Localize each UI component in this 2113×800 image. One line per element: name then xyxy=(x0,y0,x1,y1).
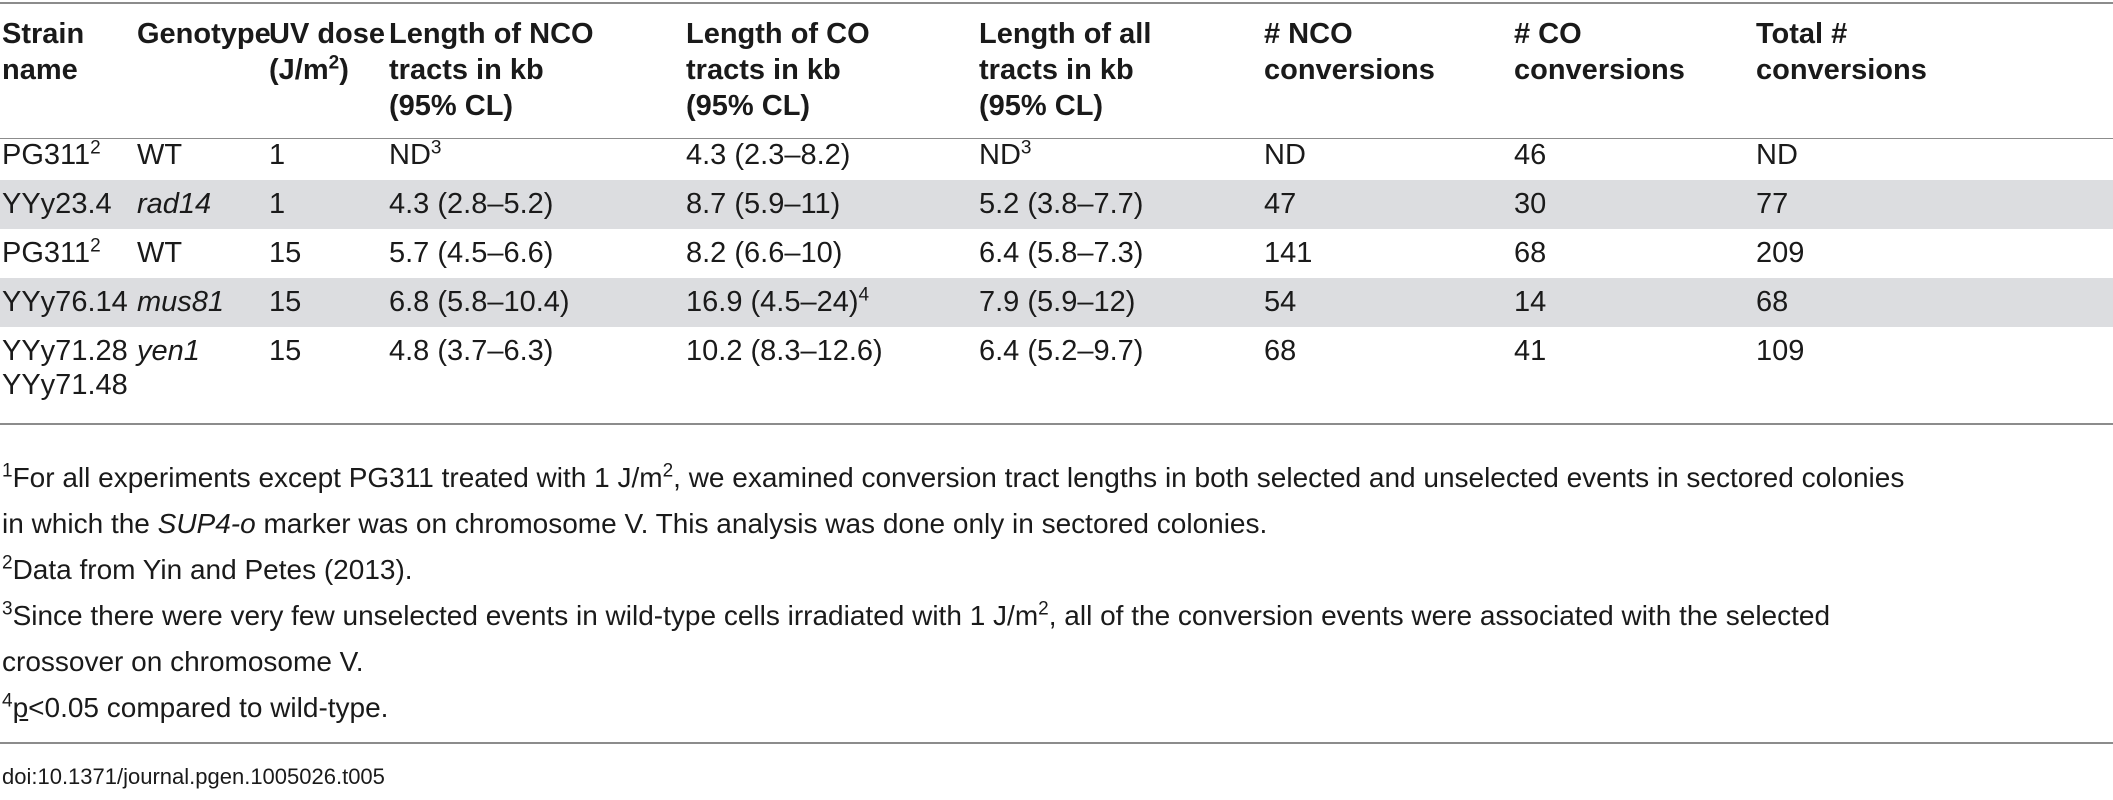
header-co-conversions: # CO conversions xyxy=(1514,18,1685,86)
cell-all-length: 6.4 (5.8–7.3) xyxy=(979,237,1144,269)
cell-strain: PG3112 xyxy=(2,137,101,171)
header-total-conversions: Total # conversions xyxy=(1756,18,1927,86)
cell-total: 68 xyxy=(1754,278,2113,327)
cell-genotype: WT xyxy=(137,237,183,269)
cell-co-length: 8.7 (5.9–11) xyxy=(684,180,977,229)
cell-strain: YYy71.28 YYy71.48 xyxy=(2,335,128,401)
cell-uv-dose: 1 xyxy=(269,139,286,171)
cell-total: 77 xyxy=(1754,180,2113,229)
cell-nco-count: ND xyxy=(1264,139,1306,171)
header-genotype: Genotype xyxy=(137,18,271,50)
header-co-length: Length of CO tracts in kb (95% CL) xyxy=(686,18,870,122)
cell-total: 109 xyxy=(1756,335,1805,367)
footer-rule xyxy=(0,742,2113,744)
data-table: Strain name Genotype UV dose (J/m2) Length… xyxy=(0,4,2113,421)
cell-nco-count: 54 xyxy=(1262,278,1512,327)
cell-nco-length: 4.8 (3.7–6.3) xyxy=(389,335,554,367)
table-row: YYy76.14 mus81 15 6.8 (5.8–10.4) 16.9 (4… xyxy=(0,278,2113,327)
cell-nco-length: 5.7 (4.5–6.6) xyxy=(389,237,554,269)
cell-nco-count: 68 xyxy=(1264,335,1297,367)
footnote-1: 1For all experiments except PG311 treate… xyxy=(2,460,1905,493)
table-row: PG3112 WT 15 5.7 (4.5–6.6) 8.2 (6.6–10) … xyxy=(0,229,2113,278)
footnotes: 1For all experiments except PG311 treate… xyxy=(2,455,2112,731)
cell-genotype: WT xyxy=(137,139,183,171)
table-row: YYy23.4 rad14 1 4.3 (2.8–5.2) 8.7 (5.9–1… xyxy=(0,180,2113,229)
footnote-1-continued: in which the SUP4-o marker was on chromo… xyxy=(2,508,1268,539)
cell-all-length: ND3 xyxy=(979,137,1032,171)
cell-all-length: 5.2 (3.8–7.7) xyxy=(977,180,1262,229)
cell-uv-dose: 1 xyxy=(267,180,387,229)
header-row: Strain name Genotype UV dose (J/m2) Length… xyxy=(0,4,2113,131)
table-bottom-rule xyxy=(0,423,2113,425)
header-strain-name: Strain name xyxy=(2,18,85,86)
cell-co-count: 68 xyxy=(1514,237,1547,269)
cell-nco-count: 47 xyxy=(1262,180,1512,229)
footnote-3: 3Since there were very few unselected ev… xyxy=(2,598,1831,631)
cell-nco-length: 6.8 (5.8–10.4) xyxy=(387,278,684,327)
cell-strain: PG3112 xyxy=(2,235,101,269)
cell-all-length: 6.4 (5.2–9.7) xyxy=(979,335,1144,367)
cell-genotype: mus81 xyxy=(135,278,267,327)
top-rule xyxy=(0,2,2113,4)
cell-nco-length: ND3 xyxy=(389,137,442,171)
table-row: YYy71.28 YYy71.48 yen1 15 4.8 (3.7–6.3) 1… xyxy=(0,327,2113,421)
cell-co-length: 4.3 (2.3–8.2) xyxy=(686,139,851,171)
cell-genotype: rad14 xyxy=(135,180,267,229)
cell-nco-count: 141 xyxy=(1264,237,1313,269)
footnote-3-continued: crossover on chromosome V. xyxy=(2,646,364,677)
cell-strain: YYy76.14 xyxy=(0,278,135,327)
cell-co-length: 16.9 (4.5–24)4 xyxy=(684,278,977,327)
cell-uv-dose: 15 xyxy=(269,335,302,367)
cell-all-length: 7.9 (5.9–12) xyxy=(977,278,1262,327)
cell-uv-dose: 15 xyxy=(269,237,302,269)
cell-nco-length: 4.3 (2.8–5.2) xyxy=(387,180,684,229)
footnote-2: 2Data from Yin and Petes (2013). xyxy=(2,552,413,585)
cell-co-count: 41 xyxy=(1514,335,1547,367)
footnote-4: 4p<0.05 compared to wild-type. xyxy=(2,690,389,723)
cell-co-count: 14 xyxy=(1512,278,1754,327)
doi-label: doi:10.1371/journal.pgen.1005026.t005 xyxy=(2,764,385,789)
cell-co-length: 8.2 (6.6–10) xyxy=(686,237,843,269)
header-nco-conversions: # NCO conversions xyxy=(1264,18,1435,86)
cell-uv-dose: 15 xyxy=(267,278,387,327)
cell-total: 209 xyxy=(1756,237,1805,269)
header-all-length: Length of all tracts in kb (95% CL) xyxy=(979,18,1152,122)
cell-co-count: 46 xyxy=(1514,139,1547,171)
header-rule xyxy=(0,138,2113,139)
header-nco-length: Length of NCO tracts in kb (95% CL) xyxy=(389,18,594,122)
cell-genotype: yen1 xyxy=(137,335,200,367)
cell-total: ND xyxy=(1756,139,1798,171)
cell-co-length: 10.2 (8.3–12.6) xyxy=(686,335,883,367)
table-row: PG3112 WT 1 ND3 4.3 (2.3–8.2) ND3 ND 46 … xyxy=(0,131,2113,180)
header-uv-dose: UV dose (J/m2) xyxy=(269,18,386,86)
cell-strain: YYy23.4 xyxy=(0,180,135,229)
cell-co-count: 30 xyxy=(1512,180,1754,229)
